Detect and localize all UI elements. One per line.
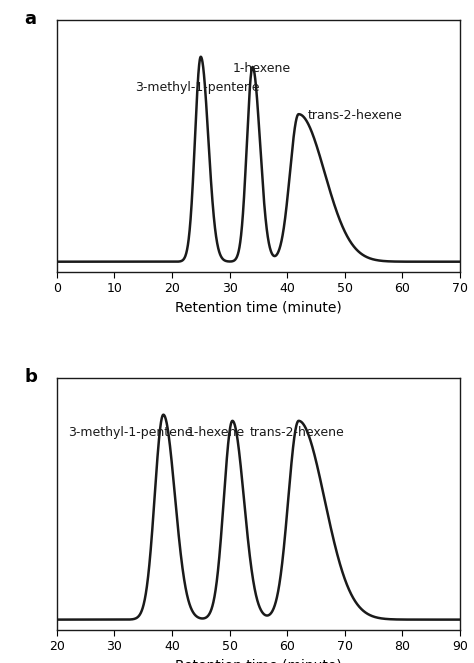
Text: a: a [25, 10, 36, 28]
Text: 1-hexene: 1-hexene [232, 62, 291, 75]
Text: 1-hexene: 1-hexene [186, 426, 245, 440]
Text: 3-methyl-1-pentene: 3-methyl-1-pentene [135, 81, 259, 93]
Text: 3-methyl-1-pentene: 3-methyl-1-pentene [68, 426, 193, 440]
Text: trans-2-hexene: trans-2-hexene [250, 426, 345, 440]
X-axis label: Retention time (minute): Retention time (minute) [175, 301, 342, 315]
X-axis label: Retention time (minute): Retention time (minute) [175, 659, 342, 663]
Text: b: b [25, 368, 37, 386]
Text: trans-2-hexene: trans-2-hexene [307, 109, 402, 123]
